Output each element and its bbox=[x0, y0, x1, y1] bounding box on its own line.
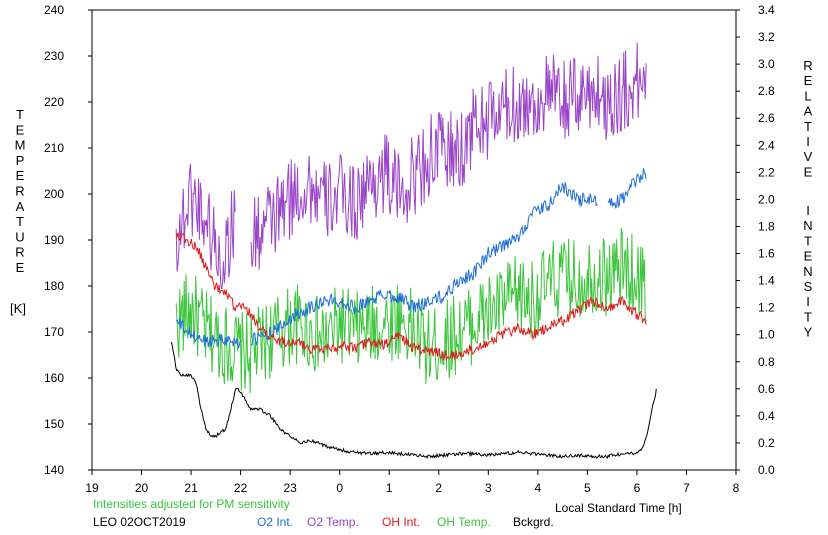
x-tick-label: 22 bbox=[234, 481, 248, 495]
right-tick-label: 1.8 bbox=[758, 219, 775, 233]
x-tick-label: 20 bbox=[135, 481, 149, 495]
left-label-letter: M bbox=[15, 138, 26, 153]
right-tick-label: 0.8 bbox=[758, 355, 775, 369]
left-label-letter: T bbox=[16, 107, 24, 122]
x-tick-label: 0 bbox=[336, 481, 343, 495]
right-tick-label: 1.6 bbox=[758, 247, 775, 261]
left-label-letter: P bbox=[16, 153, 25, 168]
right-axis-ticks: 3.4 3.2 3.0 2.8 2.6 2.4 2.2 2.0 1.8 1.6 1.4 1.2 1.0 0… bbox=[736, 3, 775, 477]
right-label-letter: N bbox=[803, 264, 812, 279]
left-tick-label: 160 bbox=[44, 371, 64, 385]
series-line bbox=[175, 168, 647, 349]
left-tick-label: 230 bbox=[44, 49, 64, 63]
x-tick-label: 6 bbox=[634, 481, 641, 495]
right-label-letter: A bbox=[804, 104, 813, 119]
legend: O2 Int. O2 Temp. OH Int. OH Temp. Bckgrd. bbox=[257, 515, 554, 529]
left-label-letter: A bbox=[16, 199, 25, 214]
left-label-letter: E bbox=[16, 260, 25, 275]
right-label-letter: E bbox=[804, 73, 813, 88]
right-tick-label: 0.2 bbox=[758, 436, 775, 450]
left-label-letter: U bbox=[15, 229, 24, 244]
x-tick-label: 21 bbox=[184, 481, 198, 495]
right-tick-label: 2.8 bbox=[758, 84, 775, 98]
right-tick-label: 1.0 bbox=[758, 328, 775, 342]
legend-item: Bckgrd. bbox=[513, 515, 554, 529]
left-tick-label: 180 bbox=[44, 279, 64, 293]
x-tick-label: 4 bbox=[535, 481, 542, 495]
left-tick-label: 200 bbox=[44, 187, 64, 201]
legend-item: O2 Temp. bbox=[307, 515, 359, 529]
left-axis-unit: [K] bbox=[10, 301, 26, 316]
x-tick-label: 2 bbox=[435, 481, 442, 495]
left-label-letter: T bbox=[16, 214, 24, 229]
left-tick-label: 220 bbox=[44, 95, 64, 109]
right-tick-label: 1.2 bbox=[758, 301, 775, 315]
right-label-letter: N bbox=[803, 218, 812, 233]
left-label-letter: E bbox=[16, 168, 25, 183]
station-text: LEO 02OCT2019 bbox=[93, 515, 186, 529]
right-label-letter: T bbox=[804, 309, 812, 324]
right-tick-label: 1.4 bbox=[758, 274, 775, 288]
x-tick-label: 3 bbox=[485, 481, 492, 495]
right-tick-label: 2.6 bbox=[758, 111, 775, 125]
right-tick-label: 0.0 bbox=[758, 463, 775, 477]
legend-item: OH Temp. bbox=[437, 515, 491, 529]
legend-item: OH Int. bbox=[382, 515, 420, 529]
right-label-letter: Y bbox=[804, 325, 813, 340]
x-axis-ticks: 19 20 21 22 23 0 1 2 3 4 5 6 7 8 bbox=[85, 470, 740, 495]
right-tick-label: 0.6 bbox=[758, 382, 775, 396]
left-tick-label: 190 bbox=[44, 233, 64, 247]
note-text: Intensities adjusted for PM sensitivity bbox=[93, 497, 290, 511]
left-tick-label: 240 bbox=[44, 3, 64, 17]
right-label-letter: V bbox=[804, 149, 813, 164]
right-label-letter: R bbox=[803, 58, 812, 73]
series-layer bbox=[170, 42, 657, 460]
x-tick-label: 23 bbox=[283, 481, 297, 495]
left-label-letter: R bbox=[15, 184, 24, 199]
x-tick-label: 8 bbox=[733, 481, 740, 495]
right-label-letter: I bbox=[806, 134, 810, 149]
left-tick-label: 210 bbox=[44, 141, 64, 155]
left-label-letter: R bbox=[15, 245, 24, 260]
right-label-letter: I bbox=[806, 294, 810, 309]
right-tick-label: 2.4 bbox=[758, 138, 775, 152]
right-tick-label: 2.2 bbox=[758, 165, 775, 179]
right-label-letter: S bbox=[804, 279, 813, 294]
right-tick-label: 3.2 bbox=[758, 30, 775, 44]
right-label-letter: I bbox=[806, 203, 810, 218]
left-axis-ticks: 240 230 220 210 200 190 180 170 160 150 140 bbox=[44, 3, 92, 477]
right-label-letter: T bbox=[804, 119, 812, 134]
x-axis-label: Local Standard Time [h] bbox=[555, 501, 682, 515]
right-tick-label: 3.4 bbox=[758, 3, 775, 17]
left-tick-label: 140 bbox=[44, 463, 64, 477]
legend-item: O2 Int. bbox=[257, 515, 293, 529]
series-line bbox=[175, 232, 647, 362]
right-label-letter: L bbox=[804, 88, 811, 103]
right-label-letter: E bbox=[804, 249, 813, 264]
x-tick-label: 19 bbox=[85, 481, 99, 495]
right-label-letter: E bbox=[804, 164, 813, 179]
right-tick-label: 0.4 bbox=[758, 409, 775, 423]
right-tick-label: 3.0 bbox=[758, 57, 775, 71]
left-label-letter: E bbox=[16, 122, 25, 137]
left-tick-label: 170 bbox=[44, 325, 64, 339]
x-tick-label: 1 bbox=[386, 481, 393, 495]
x-tick-label: 7 bbox=[683, 481, 690, 495]
left-tick-label: 150 bbox=[44, 417, 64, 431]
series-line bbox=[170, 341, 657, 460]
x-tick-label: 5 bbox=[584, 481, 591, 495]
right-label-letter: T bbox=[804, 233, 812, 248]
series-line bbox=[175, 42, 647, 289]
right-tick-label: 2.0 bbox=[758, 192, 775, 206]
series-line bbox=[175, 227, 647, 394]
